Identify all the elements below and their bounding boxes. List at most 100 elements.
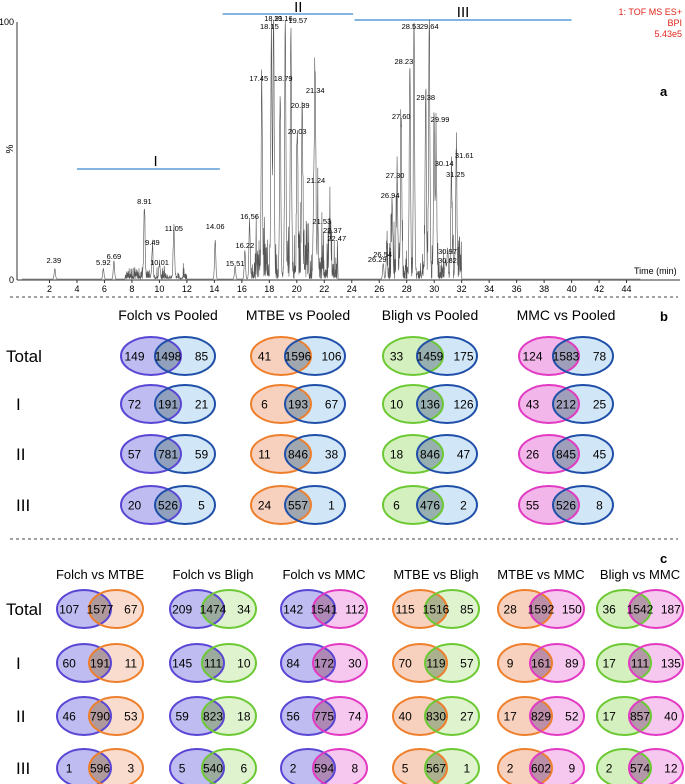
venn-right-fill (202, 644, 256, 682)
venn-c-column-title: MTBE vs Bligh (393, 567, 478, 582)
venn-right-fill (425, 644, 479, 682)
x-tick-label: 6 (102, 284, 107, 294)
x-tick-label: 18 (264, 284, 274, 294)
peak-labels: 2.39 5.926.69 8.91 9.49 10.01 11.05 14.06 15.51… (47, 14, 474, 268)
venn-right-fill (425, 697, 479, 735)
venn-right-fill (313, 749, 367, 784)
peak-label: 19.16 (274, 14, 293, 23)
x-ticks: 2 4 6 8 10 12 14 16 18 20 22 24 26 28 30 32 34 36 38 40 42 44 (47, 280, 632, 294)
x-tick-label: 34 (484, 284, 494, 294)
peak-label: 2.39 (47, 256, 62, 265)
venn-left-outline (250, 384, 312, 424)
x-tick-label: 26 (374, 284, 384, 294)
venn-overlap (202, 644, 224, 682)
venn-diagram: 142 1541 112 (280, 589, 368, 629)
venn-right-outline (201, 643, 257, 683)
venn-b-row-label: III (16, 496, 30, 515)
venn-left-count: 46 (62, 710, 76, 724)
x-axis-label: Time (min) (634, 266, 677, 276)
venn-right-count: 85 (460, 603, 474, 617)
venn-right-outline (201, 589, 257, 629)
venn-right-outline (154, 485, 216, 525)
venn-left-count: 24 (258, 499, 272, 513)
venn-overlap (89, 749, 111, 784)
peak-label: 31.25 (446, 170, 465, 179)
venn-right-outline (284, 485, 346, 525)
venn-left-count: 84 (286, 657, 300, 671)
peak-label: 21.34 (306, 86, 325, 95)
venn-b-row-label: I (16, 395, 21, 414)
venn-shared-count: 136 (420, 398, 440, 412)
venn-right-fill (530, 590, 584, 628)
venn-right-outline (416, 434, 478, 474)
venn-diagram: 1 596 3 (56, 748, 144, 784)
venn-overlap (425, 749, 447, 784)
peak-label: 22.37 (323, 226, 342, 235)
venn-diagram: 9 161 89 (497, 643, 585, 683)
venn-shared-count: 596 (90, 762, 110, 776)
venn-diagram: 26 845 45 (518, 434, 614, 474)
venn-right-outline (628, 748, 684, 784)
venn-c-column-title: Folch vs MTBE (56, 567, 144, 582)
venn-c-row-label: III (16, 759, 30, 778)
venn-diagram: 6 193 67 (250, 384, 346, 424)
panel-label-a: a (660, 84, 668, 99)
venn-right-count: 187 (661, 603, 681, 617)
venn-left-count: 72 (128, 398, 142, 412)
venn-overlap (553, 385, 579, 423)
venn-left-count: 59 (175, 710, 189, 724)
venn-shared-count: 857 (630, 710, 650, 724)
venn-overlap (553, 337, 579, 375)
venn-right-outline (424, 589, 480, 629)
venn-c-column-title: Folch vs Bligh (173, 567, 254, 582)
venn-right-fill (313, 590, 367, 628)
venn-right-count: 38 (325, 448, 339, 462)
venn-left-count: 26 (526, 448, 540, 462)
venn-right-count: 74 (348, 710, 362, 724)
venn-left-count: 10 (390, 398, 404, 412)
x-tick-label: 32 (457, 284, 467, 294)
venn-right-fill (155, 337, 215, 375)
venn-left-count: 40 (398, 710, 412, 724)
venn-left-outline (169, 589, 225, 629)
y-axis-label: % (5, 144, 16, 153)
venn-right-outline (552, 485, 614, 525)
venn-right-outline (529, 748, 585, 784)
x-tick-label: 38 (539, 284, 549, 294)
venn-shared-count: 1459 (417, 350, 444, 364)
venn-left-count: 17 (602, 657, 616, 671)
venn-right-fill (417, 337, 477, 375)
venn-shared-count: 823 (203, 710, 223, 724)
venn-left-count: 5 (402, 762, 409, 776)
peak-label: 21.24 (306, 176, 325, 185)
venn-right-fill (89, 590, 143, 628)
peak-label: 8.91 (137, 197, 152, 206)
venn-shared-count: 1541 (311, 603, 338, 617)
venn-right-count: 112 (345, 603, 364, 617)
venn-diagram: 149 1498 85 (120, 336, 216, 376)
venn-overlap (417, 337, 443, 375)
venn-diagram: 59 823 18 (169, 696, 257, 736)
venn-right-count: 150 (562, 603, 582, 617)
venn-left-outline (250, 485, 312, 525)
venn-diagram: 209 1474 34 (169, 589, 257, 629)
venn-overlap (155, 435, 181, 473)
peak-label: 30.82 (438, 256, 457, 265)
venn-overlap (89, 697, 111, 735)
venn-diagram: 46 790 53 (56, 696, 144, 736)
venn-right-count: 89 (565, 657, 579, 671)
venn-right-fill (202, 749, 256, 784)
venn-right-outline (88, 589, 144, 629)
x-tick-label: 24 (347, 284, 357, 294)
venn-b-column-title: MTBE vs Pooled (246, 307, 350, 323)
peak-label: 20.03 (288, 127, 307, 136)
venn-right-outline (88, 748, 144, 784)
venn-left-outline (497, 696, 553, 736)
region-label-III: III (457, 4, 470, 21)
venn-right-count: 52 (565, 710, 579, 724)
venn-left-count: 43 (526, 398, 540, 412)
venn-right-outline (88, 643, 144, 683)
venn-left-outline (56, 643, 112, 683)
venn-left-count: 9 (507, 657, 514, 671)
venn-right-fill (553, 486, 613, 524)
